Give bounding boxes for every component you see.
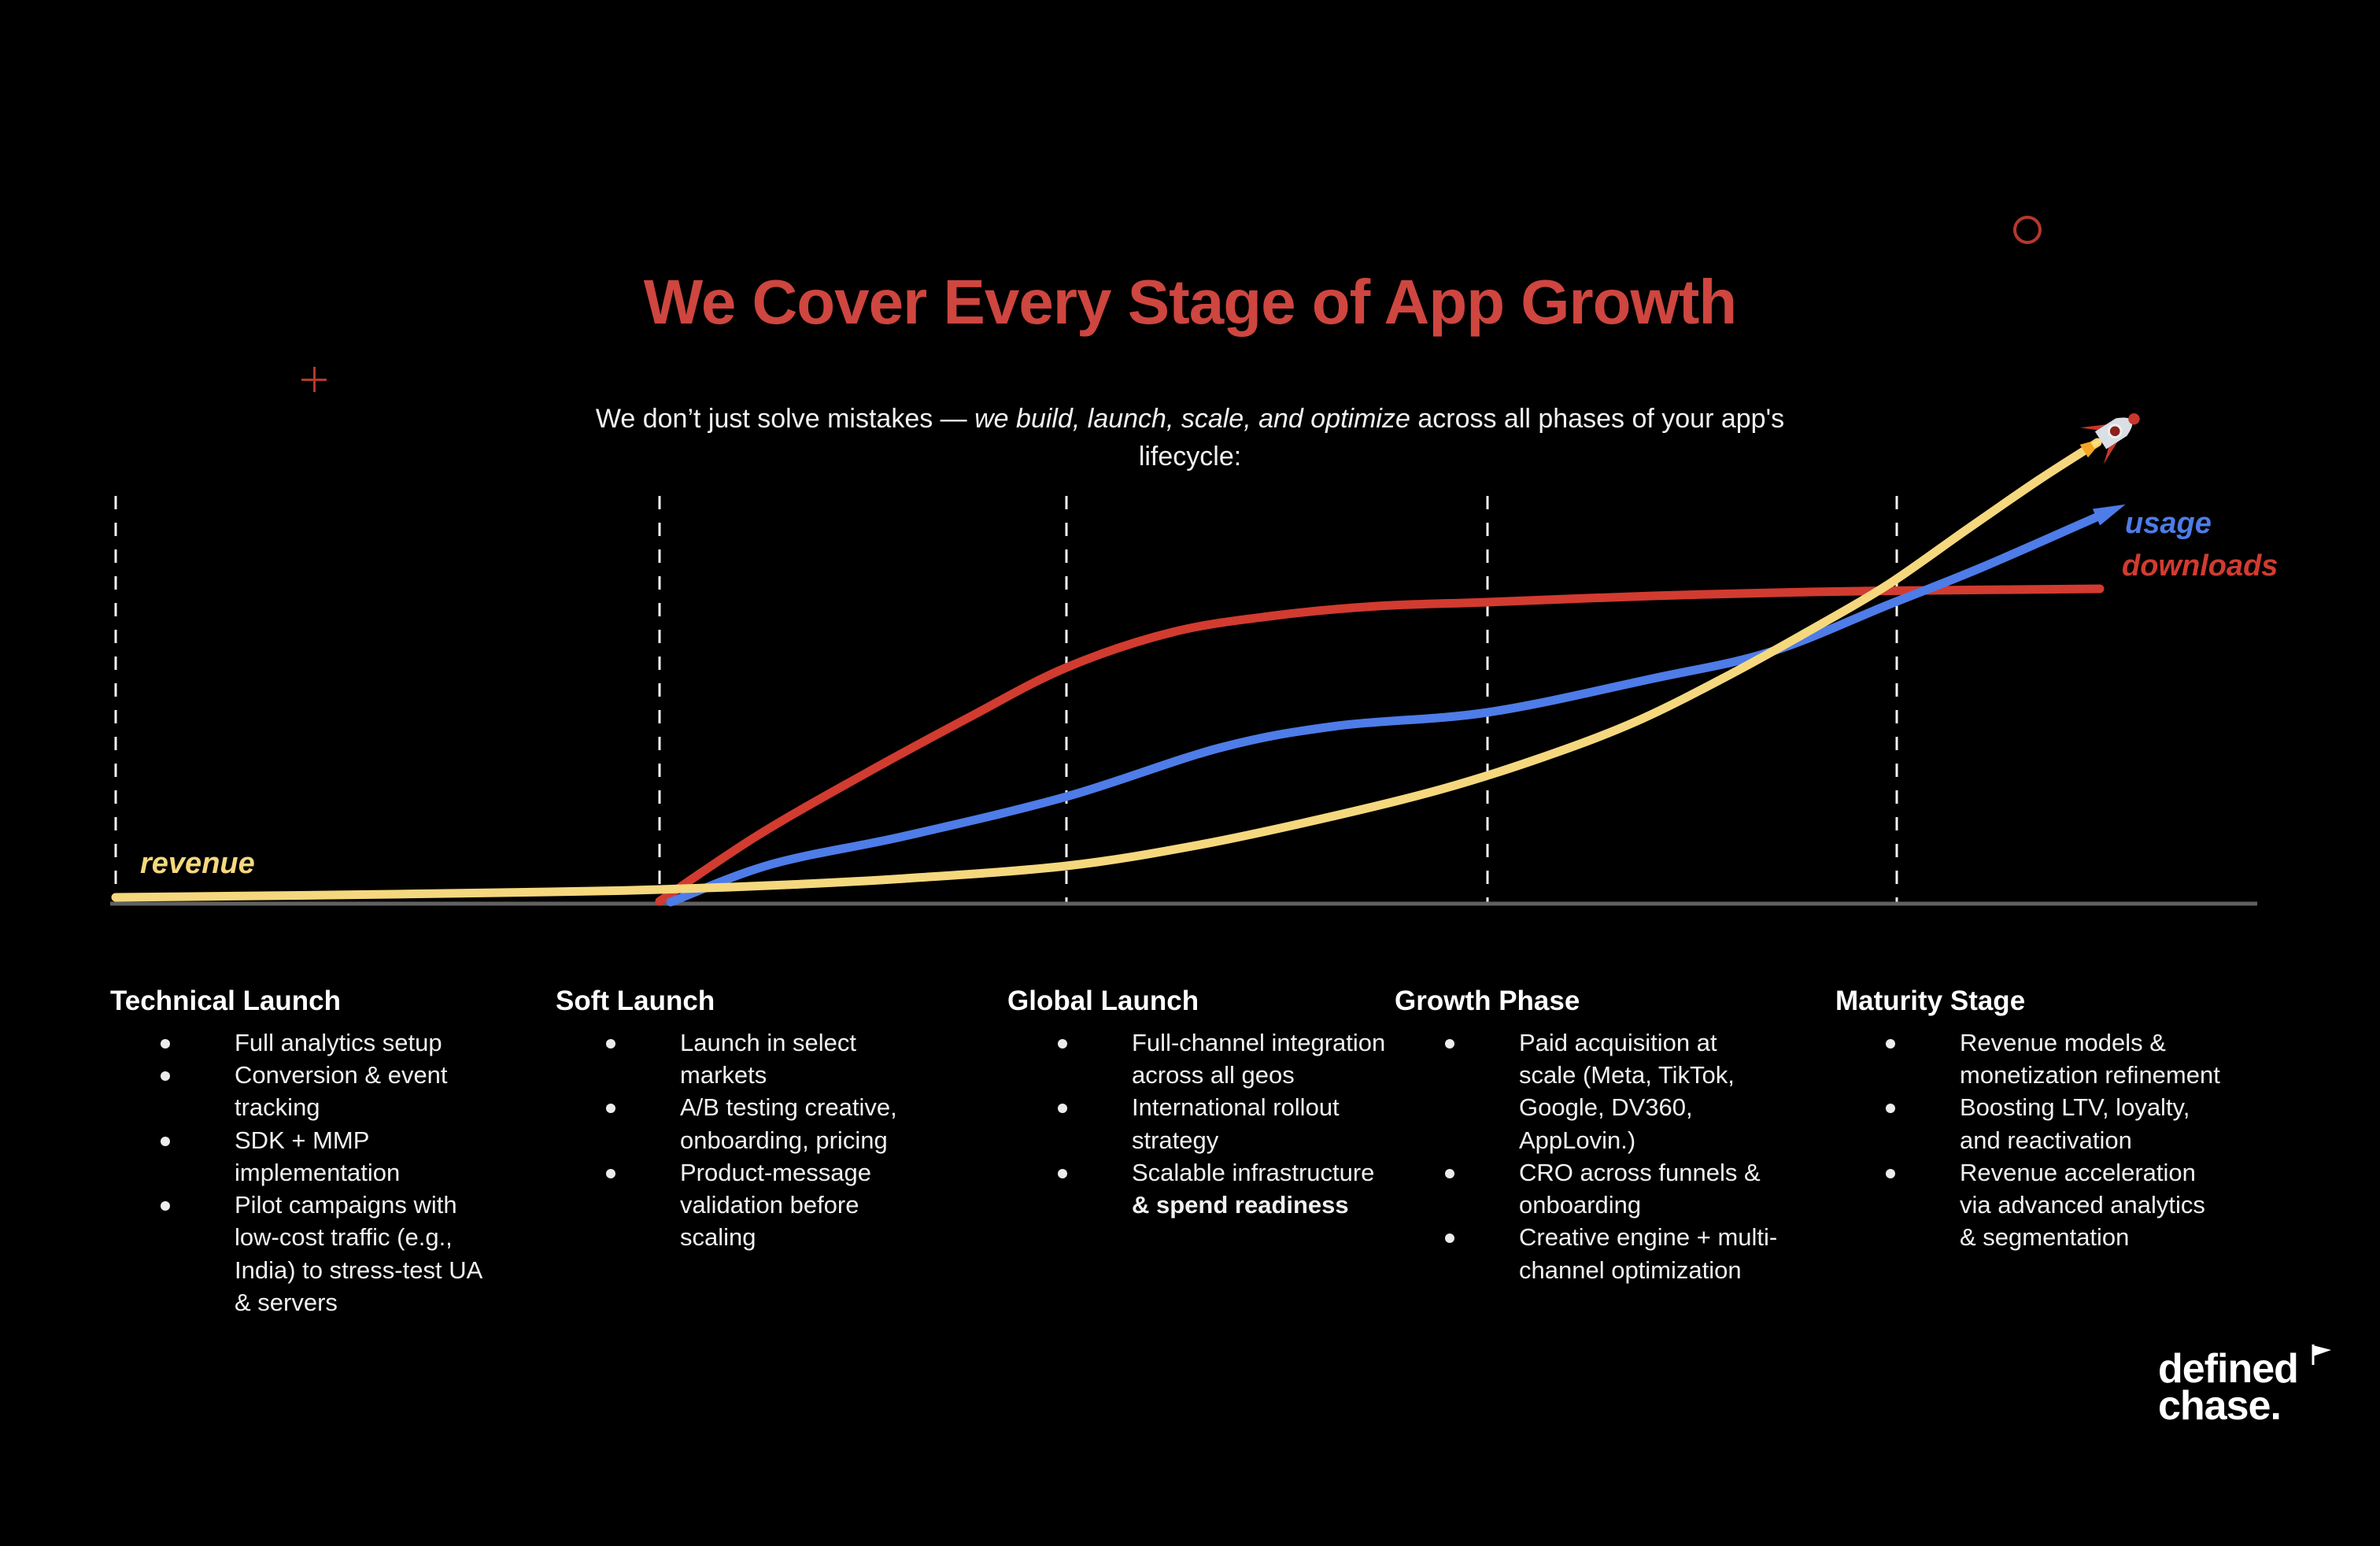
bullet-dot [1058,1039,1067,1049]
bullet-item: Pilot campaigns with low-cost traffic (e… [110,1189,519,1319]
stages-row: Technical Launch Full analytics setup Conv… [0,986,2380,1426]
stage-column-5: Maturity Stage Revenue models & monetizat… [1835,986,2245,1254]
bullet-item: Revenue models & monetization refinement [1835,1026,2245,1091]
stage-column-4: Growth Phase Paid acquisition at scale (M… [1395,986,1804,1286]
bullet-dot [1058,1104,1067,1114]
bullet-item: CRO across funnels & onboarding [1395,1156,1804,1221]
bullet-dot [606,1039,615,1049]
circle-decoration-icon [2013,216,2042,244]
bullet-dot [606,1104,615,1114]
bullet-text: Paid acquisition at scale (Meta, TikTok,… [1519,1029,1735,1154]
subtitle-line1: We don’t just solve mistakes — we build,… [482,400,1898,438]
bullet-text: Scalable infrastructure & spend readines… [1132,1158,1375,1219]
usage-label: usage [2125,507,2212,540]
stage-title: Technical Launch [110,986,342,1016]
bullet-dot [1445,1039,1454,1049]
bullet-text: Pilot campaigns with low-cost traffic (e… [235,1191,482,1316]
bullet-dot [161,1201,170,1211]
stage-title: Global Launch [1007,986,1199,1016]
subtitle: We don’t just solve mistakes — we build,… [482,400,1898,476]
bullet-item: Creative engine + multi-channel optimiza… [1395,1221,1804,1285]
stage-column-1: Technical Launch Full analytics setup Conv… [110,986,519,1319]
bullet-dot [161,1136,170,1146]
bullet-text: Full-channel integration across all geos [1132,1029,1386,1089]
logo: defined chase. [2158,1344,2331,1429]
bullet-item: SDK + MMP implementation [110,1124,519,1189]
stage-column-3: Global Launch Full-channel integration ac… [1007,986,1417,1221]
page-title: We Cover Every Stage of App Growth [643,267,1738,337]
subtitle-prefix: We don’t just solve mistakes — [595,404,975,434]
stage-title: Maturity Stage [1835,986,2026,1016]
stage-title: Soft Launch [556,986,715,1016]
bullet-dot [1445,1168,1454,1178]
subtitle-italic: we build, launch, scale, and optimize [974,404,1410,434]
logo-line2: chase. [2158,1382,2282,1429]
bullet-item: Full analytics setup [110,1026,519,1059]
bullet-text: Conversion & event tracking [235,1061,448,1122]
bullet-item: Scalable infrastructure & spend readines… [1007,1156,1417,1221]
bullet-dot [1886,1039,1895,1049]
subtitle-line2: lifecycle: [1138,442,1242,472]
bullet-text: Boosting LTV, loyalty, and reactivation [1960,1093,2190,1154]
bullet-item: Boosting LTV, loyalty, and reactivation [1835,1091,2245,1156]
bullet-dot [1886,1168,1895,1178]
rocket-icon [2079,413,2140,464]
logo-flag-icon [2311,1337,2333,1374]
bullet-text: Product-message validation before scalin… [680,1158,871,1252]
bullet-text: Creative engine + multi-channel optimiza… [1519,1223,1778,1284]
bullet-text: SDK + MMP implementation [235,1126,401,1186]
plus-decoration-icon [301,367,327,392]
bullet-dot [606,1168,615,1178]
bullet-item: Paid acquisition at scale (Meta, TikTok,… [1395,1026,1804,1156]
stage-title: Growth Phase [1395,986,1580,1016]
bullet-item: A/B testing creative, onboarding, pricin… [556,1091,965,1156]
bullet-dot [1058,1168,1067,1178]
bullet-item: Revenue acceleration via advanced analyt… [1835,1156,2245,1254]
bullet-text: CRO across funnels & onboarding [1519,1158,1761,1219]
bullet-item: Launch in select markets [556,1026,965,1091]
bullet-item: Product-message validation before scalin… [556,1156,965,1254]
bullet-dot [161,1039,170,1049]
bullet-text: Revenue models & monetization refinement [1960,1029,2220,1089]
bullet-text: A/B testing creative, onboarding, pricin… [680,1093,897,1154]
bullet-item: Full-channel integration across all geos [1007,1026,1417,1091]
bullet-text: Revenue acceleration via advanced analyt… [1960,1158,2205,1252]
bullet-dot [1886,1104,1895,1114]
bullet-dot [1445,1233,1454,1244]
bullet-text: Launch in select markets [680,1029,857,1089]
bullet-text: International rollout strategy [1132,1093,1340,1154]
revenue-label: revenue [140,847,255,880]
downloads-label: downloads [2122,549,2278,583]
bullet-item: International rollout strategy [1007,1091,1417,1156]
bullet-text: Full analytics setup [235,1029,442,1056]
bullet-item: Conversion & event tracking [110,1059,519,1123]
logo-line1: defined [2158,1346,2299,1392]
stage-column-2: Soft Launch Launch in select markets A/B t… [556,986,965,1254]
subtitle-suffix: across all phases of your app's [1410,404,1785,434]
plus-vertical-bar [313,367,316,392]
bullet-dot [161,1071,170,1082]
